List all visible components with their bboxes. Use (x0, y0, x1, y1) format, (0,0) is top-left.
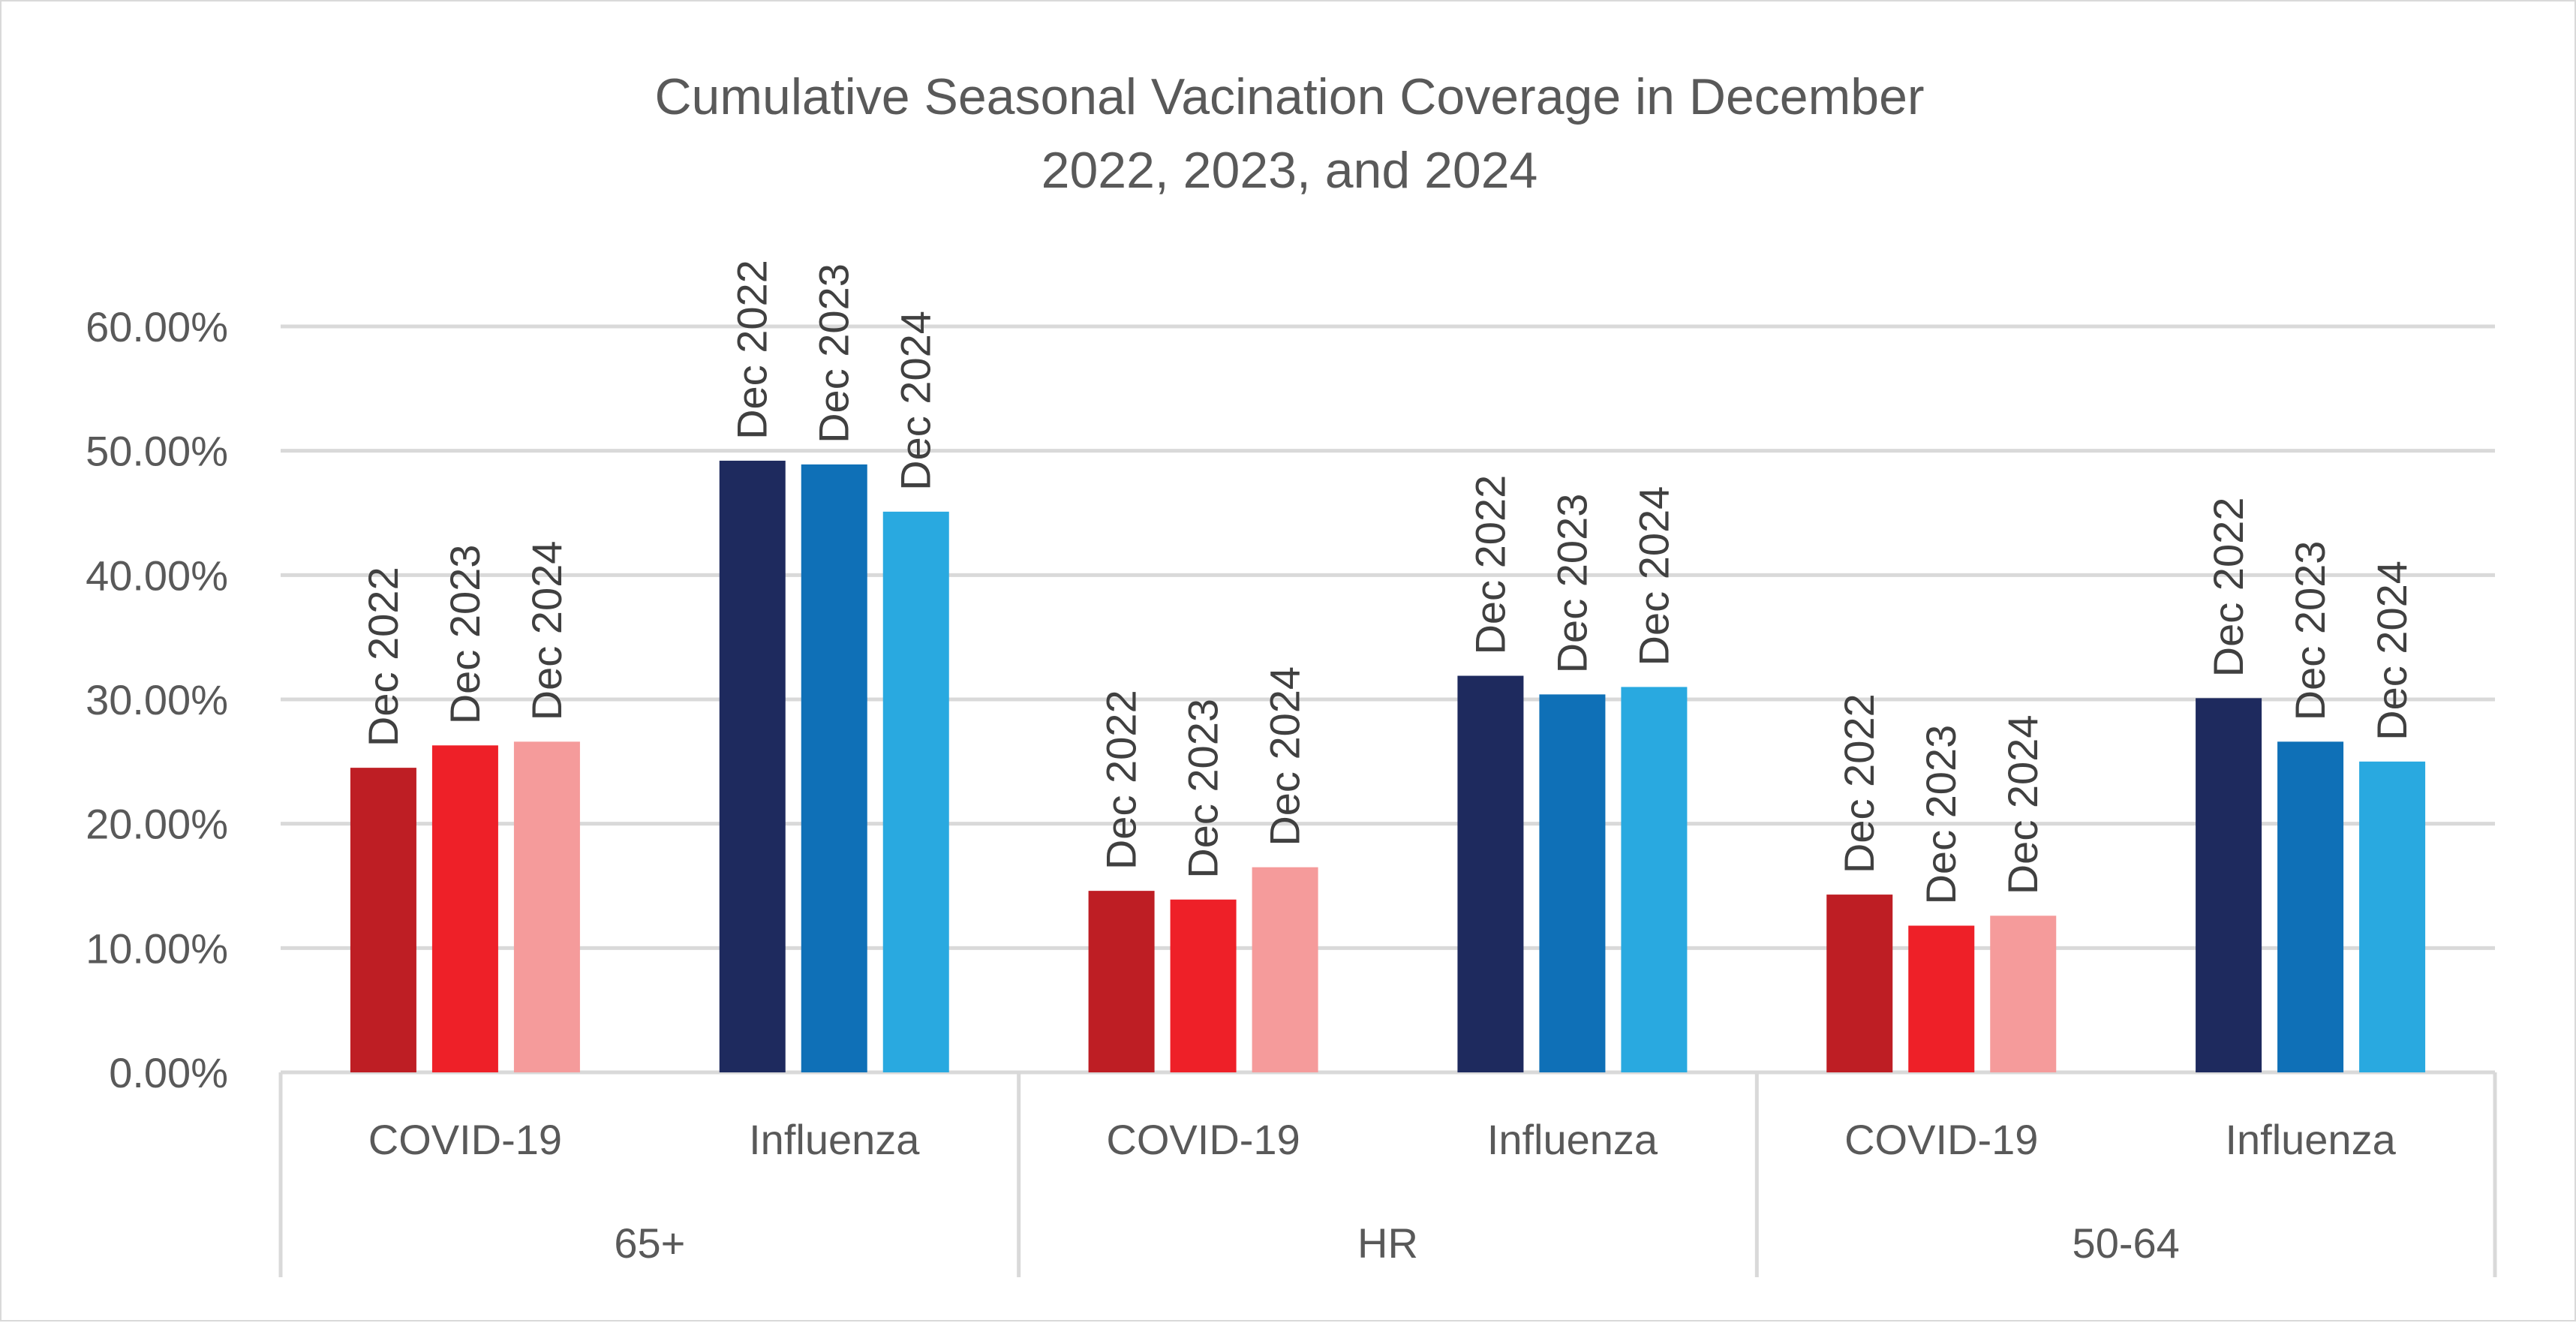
bar (350, 768, 416, 1072)
x-group-label: HR (1357, 1219, 1418, 1267)
bar (1990, 916, 2057, 1072)
bar-data-label: Dec 2024 (523, 541, 570, 721)
bar-data-label: Dec 2023 (1180, 699, 1227, 879)
y-tick-label: 50.00% (86, 428, 228, 475)
y-tick-label: 20.00% (86, 801, 228, 848)
x-category-label: Influenza (2225, 1116, 2396, 1163)
x-group-label: 50-64 (2073, 1219, 2180, 1267)
x-category-label: COVID-19 (368, 1116, 562, 1163)
bar-data-label: Dec 2024 (2368, 561, 2415, 741)
bar (1826, 895, 1893, 1072)
x-group-label: 65+ (614, 1219, 685, 1267)
bar-data-label: Dec 2023 (2286, 541, 2334, 721)
bar-data-label: Dec 2022 (1835, 693, 1883, 873)
bar (1088, 891, 1155, 1072)
bar-data-label: Dec 2022 (1466, 475, 1513, 655)
bar (1621, 687, 1688, 1072)
bar-data-label: Dec 2022 (359, 567, 407, 747)
bar-data-label: Dec 2022 (1098, 690, 1145, 870)
bar (1457, 675, 1524, 1072)
chart-title: Cumulative Seasonal Vacination Coverage … (2, 60, 2576, 207)
y-tick-label: 60.00% (86, 303, 228, 350)
x-category-label: Influenza (749, 1116, 920, 1163)
bar-data-label: Dec 2023 (441, 545, 488, 725)
x-category-label: COVID-19 (1844, 1116, 2038, 1163)
bar-data-label: Dec 2024 (1999, 715, 2046, 895)
bar-data-label: Dec 2024 (1261, 666, 1309, 846)
y-tick-label: 0.00% (109, 1049, 228, 1096)
bar (801, 464, 867, 1072)
bar (2196, 698, 2262, 1072)
bar (1252, 867, 1318, 1072)
bar-data-label: Dec 2022 (729, 260, 776, 440)
bar-data-label: Dec 2024 (1630, 486, 1677, 666)
bar (431, 745, 498, 1072)
bar (882, 511, 949, 1072)
bar-data-label: Dec 2023 (1548, 494, 1595, 674)
y-tick-label: 30.00% (86, 676, 228, 723)
chart-title-line-2: 2022, 2023, and 2024 (1041, 142, 1538, 199)
y-tick-label: 10.00% (86, 925, 228, 972)
bar-data-label: Dec 2024 (892, 311, 939, 491)
x-category-label: Influenza (1487, 1116, 1658, 1163)
bar (1539, 694, 1606, 1072)
bar-data-label: Dec 2022 (2205, 498, 2252, 678)
bar (2359, 761, 2426, 1072)
bar (1908, 925, 1975, 1072)
bar (2277, 741, 2344, 1072)
chart-title-line-1: Cumulative Seasonal Vacination Coverage … (654, 68, 1925, 125)
bar (1170, 899, 1237, 1072)
bar-data-label: Dec 2023 (1917, 725, 1964, 905)
y-tick-label: 40.00% (86, 552, 228, 599)
x-category-label: COVID-19 (1106, 1116, 1300, 1163)
bar-data-label: Dec 2023 (810, 263, 858, 444)
bar (719, 460, 786, 1072)
bar (513, 741, 580, 1072)
